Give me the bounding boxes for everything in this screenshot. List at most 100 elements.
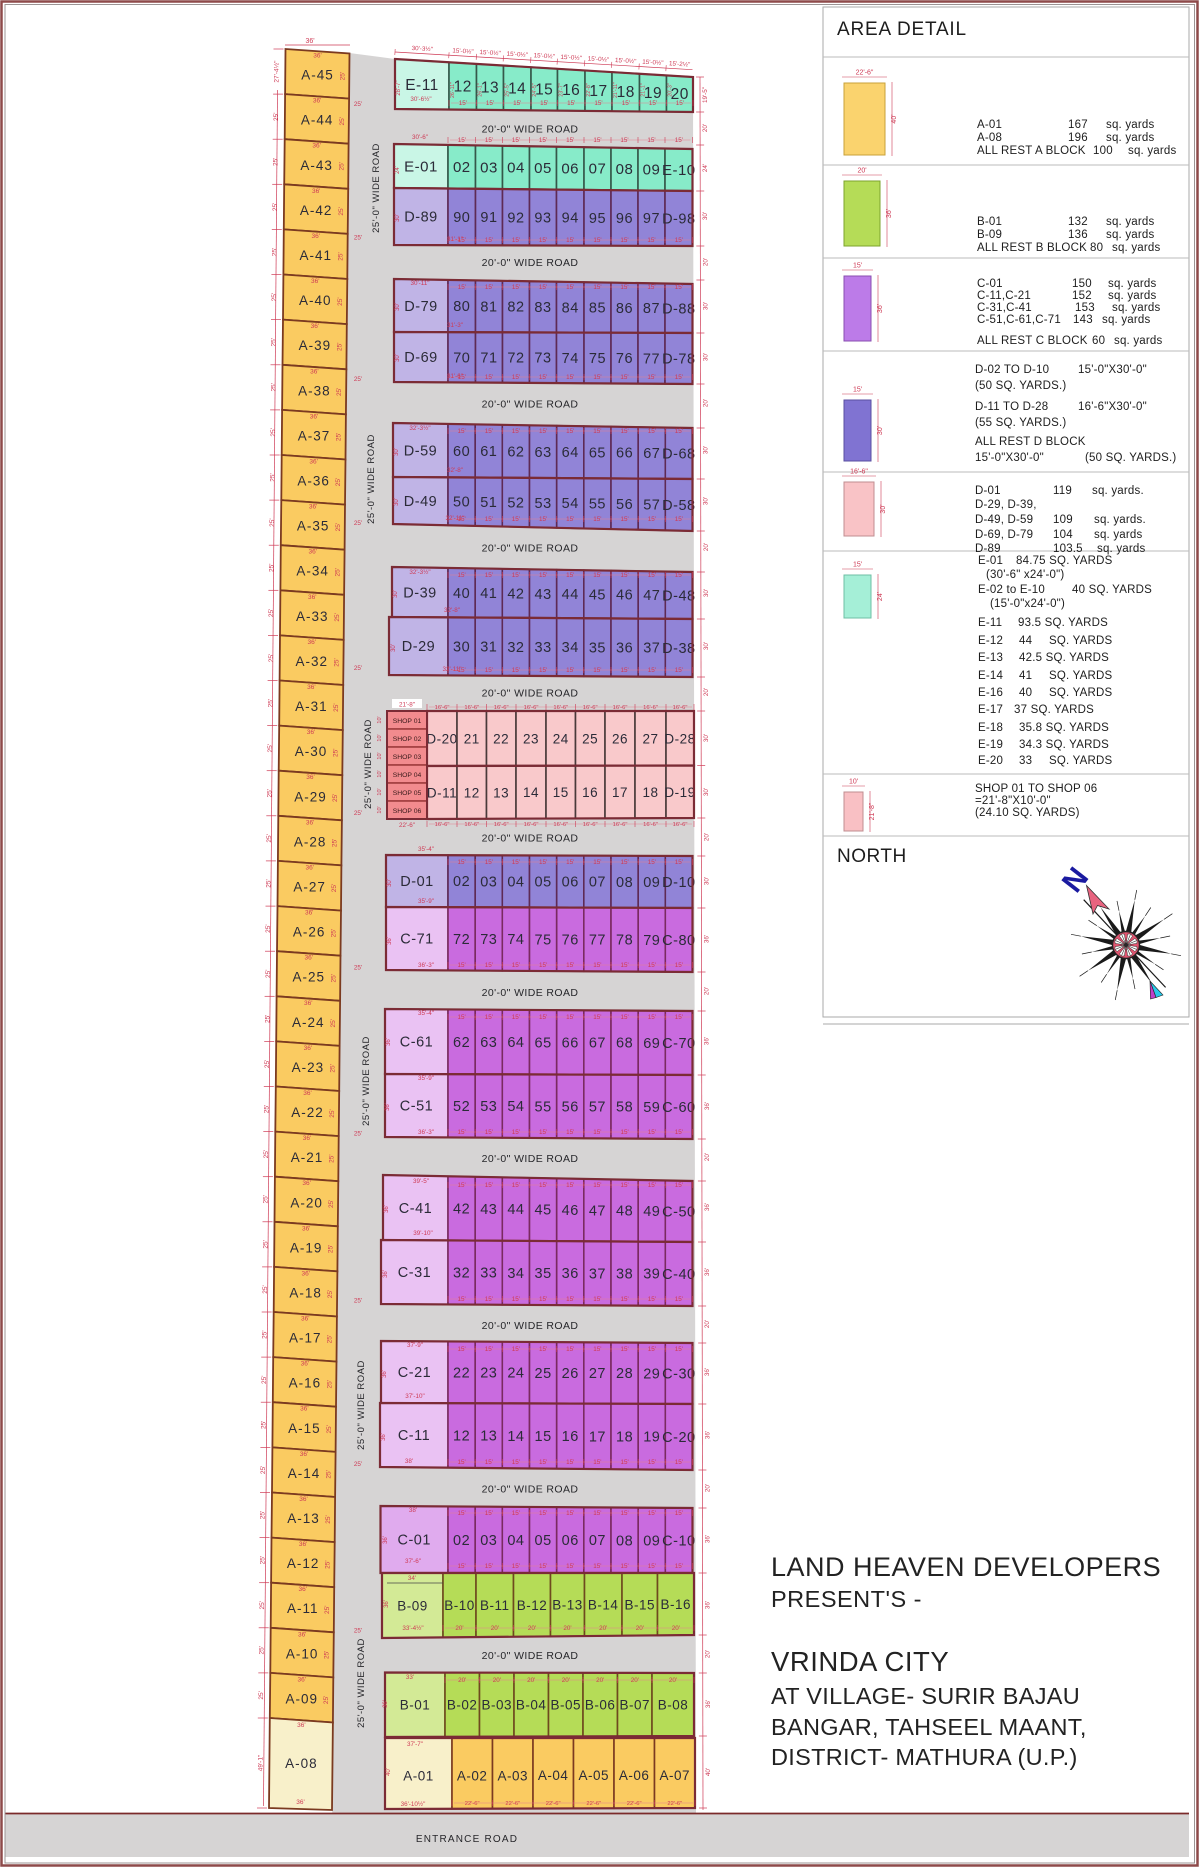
svg-text:06: 06 — [562, 875, 579, 891]
svg-text:16'-6": 16'-6" — [435, 822, 450, 828]
svg-text:24: 24 — [553, 731, 569, 746]
svg-text:25': 25' — [354, 665, 362, 672]
svg-text:70: 70 — [453, 350, 470, 366]
svg-text:13: 13 — [480, 1429, 497, 1445]
svg-text:15'-0½": 15'-0½" — [588, 54, 610, 63]
svg-text:15': 15' — [566, 284, 574, 291]
svg-text:16: 16 — [582, 785, 598, 800]
svg-text:25': 25' — [330, 1019, 337, 1027]
svg-text:76: 76 — [616, 351, 633, 367]
svg-text:25': 25' — [333, 748, 340, 756]
svg-text:15': 15' — [593, 1182, 601, 1189]
svg-text:15': 15' — [485, 1459, 493, 1466]
svg-text:07: 07 — [589, 875, 606, 891]
svg-text:25': 25' — [327, 1335, 334, 1343]
svg-text:36': 36' — [305, 38, 314, 45]
svg-text:32: 32 — [453, 1266, 470, 1282]
svg-text:153: 153 — [1075, 302, 1095, 314]
svg-text:02: 02 — [453, 1533, 470, 1549]
svg-text:75: 75 — [535, 932, 552, 948]
svg-text:20': 20' — [703, 399, 710, 407]
svg-text:25': 25' — [269, 563, 276, 571]
svg-text:15': 15' — [593, 1129, 601, 1136]
svg-text:25': 25' — [267, 699, 274, 707]
svg-text:34: 34 — [507, 1266, 524, 1282]
svg-text:D-89: D-89 — [404, 210, 437, 226]
svg-text:C-80: C-80 — [662, 933, 695, 949]
svg-text:44: 44 — [562, 587, 579, 603]
svg-text:59: 59 — [643, 1100, 660, 1116]
svg-text:D-11 TO D-28: D-11 TO D-28 — [975, 401, 1048, 413]
svg-text:15': 15' — [566, 859, 574, 866]
svg-text:31: 31 — [480, 640, 497, 656]
svg-text:40: 40 — [1019, 687, 1032, 699]
svg-text:15': 15' — [539, 667, 547, 674]
svg-text:15': 15' — [566, 1182, 574, 1189]
svg-text:20': 20' — [527, 1677, 535, 1684]
svg-text:50: 50 — [453, 495, 470, 511]
svg-text:15': 15' — [512, 1346, 520, 1353]
svg-text:15': 15' — [593, 1014, 601, 1021]
svg-text:31'-1": 31'-1" — [447, 236, 463, 243]
svg-text:96: 96 — [616, 211, 633, 227]
svg-text:36': 36' — [308, 594, 316, 601]
svg-text:36': 36' — [705, 1700, 712, 1708]
svg-text:31'-3": 31'-3" — [447, 322, 463, 329]
svg-text:20'-0" WIDE ROAD: 20'-0" WIDE ROAD — [482, 257, 579, 269]
svg-text:36': 36' — [308, 639, 316, 646]
svg-text:30'-3½": 30'-3½" — [411, 44, 433, 53]
svg-text:15': 15' — [539, 1129, 547, 1136]
svg-text:D-29, D-39,: D-29, D-39, — [975, 499, 1037, 511]
svg-text:PRESENT'S -: PRESENT'S - — [771, 1586, 922, 1612]
svg-text:SHOP 04: SHOP 04 — [393, 772, 422, 779]
svg-text:15': 15' — [622, 100, 630, 107]
svg-text:B-03: B-03 — [482, 1698, 513, 1713]
svg-text:25': 25' — [354, 1628, 362, 1635]
svg-text:15': 15' — [457, 1510, 465, 1517]
svg-text:15': 15' — [620, 1296, 628, 1303]
svg-text:15': 15' — [676, 100, 684, 107]
svg-text:36'-3": 36'-3" — [418, 1129, 434, 1136]
svg-text:28: 28 — [616, 1366, 633, 1382]
svg-text:25': 25' — [329, 1154, 336, 1162]
svg-text:15': 15' — [648, 667, 656, 674]
svg-text:74: 74 — [562, 351, 579, 367]
svg-text:39'-10": 39'-10" — [413, 1230, 433, 1237]
svg-text:sq. yards: sq. yards — [1102, 314, 1151, 326]
svg-text:15': 15' — [512, 859, 520, 866]
svg-text:79: 79 — [643, 933, 660, 949]
svg-text:25': 25' — [263, 1195, 270, 1203]
svg-text:20'-0" WIDE ROAD: 20'-0" WIDE ROAD — [482, 1153, 579, 1165]
svg-text:32'-3½": 32'-3½" — [409, 568, 430, 576]
svg-text:32'-8": 32'-8" — [447, 467, 463, 474]
svg-text:136: 136 — [1068, 229, 1088, 241]
svg-text:D-39: D-39 — [403, 585, 436, 601]
svg-text:36': 36' — [307, 684, 315, 691]
svg-text:15': 15' — [853, 263, 862, 270]
svg-text:22: 22 — [453, 1365, 470, 1381]
svg-text:30': 30' — [702, 212, 709, 220]
svg-text:A-10: A-10 — [286, 1646, 319, 1661]
svg-text:25': 25' — [325, 1560, 332, 1568]
svg-text:15': 15' — [539, 1346, 547, 1353]
svg-text:15': 15' — [457, 1296, 465, 1303]
svg-text:A-01: A-01 — [403, 1768, 434, 1783]
svg-text:22: 22 — [493, 731, 509, 746]
svg-text:20': 20' — [703, 833, 710, 841]
svg-text:25': 25' — [354, 235, 362, 242]
svg-text:E-17: E-17 — [978, 704, 1003, 716]
svg-text:B-10: B-10 — [444, 1598, 475, 1613]
svg-text:19: 19 — [643, 1430, 660, 1446]
svg-text:20'-0" WIDE ROAD: 20'-0" WIDE ROAD — [482, 124, 579, 136]
svg-text:25': 25' — [324, 1605, 331, 1613]
svg-text:36': 36' — [384, 1205, 390, 1213]
svg-text:84: 84 — [562, 300, 579, 316]
svg-text:86: 86 — [616, 301, 633, 317]
svg-text:15': 15' — [593, 428, 601, 435]
svg-text:37'-10": 37'-10" — [405, 1393, 425, 1400]
svg-text:20': 20' — [596, 1677, 604, 1684]
svg-text:16'-6": 16'-6" — [464, 705, 479, 711]
svg-text:77: 77 — [643, 351, 660, 367]
svg-text:36': 36' — [297, 1722, 305, 1729]
svg-text:25: 25 — [582, 731, 598, 746]
